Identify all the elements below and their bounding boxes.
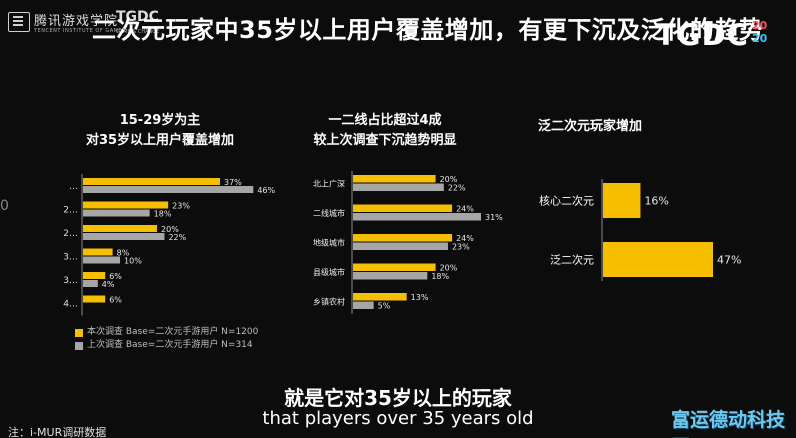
- chart-1-category-label: 二线城市: [313, 208, 345, 218]
- tgdc-small-logo-sub: GAME & CHANGE: [116, 29, 160, 35]
- legend-label-previous: 上次调查 Base=二次元手游用户 N=314: [87, 340, 253, 350]
- chart-1-bar: [353, 272, 428, 280]
- chart-0-value-label: 8%: [117, 248, 130, 257]
- age-panel-title: 15-29岁为主 对35岁以上用户覆盖增加: [60, 111, 260, 151]
- tgdc-brand: TGDC: [656, 18, 749, 52]
- chart-2-category-label: 泛二次元: [550, 252, 594, 266]
- chart-0-value-label: 6%: [109, 272, 122, 281]
- chart-0-bar: [83, 186, 254, 193]
- chart-0-bar: [83, 280, 98, 287]
- chart-0-bar: [83, 233, 165, 240]
- chart-2-value-label: 16%: [644, 194, 668, 207]
- chart-1-bar: [353, 242, 448, 250]
- chart-0-bar: [83, 209, 150, 217]
- logo-name: 腾讯游戏学院: [34, 14, 119, 29]
- chart-2-category-label: 核心二次元: [539, 193, 594, 207]
- legend-item-current: 本次调查 Base=二次元手游用户 N=1200: [75, 326, 258, 339]
- chart-1-value-label: 22%: [448, 184, 466, 193]
- chart-1-value-label: 5%: [378, 302, 391, 311]
- chart-1-category-label: 北上广深: [313, 178, 345, 188]
- chart-1-value-label: 20%: [440, 264, 458, 273]
- chart-1-bar: [353, 213, 481, 221]
- chart-1-value-label: 20%: [440, 175, 458, 184]
- chart-1-bar: [353, 301, 374, 309]
- chart-1-bar: [353, 175, 436, 183]
- chart-0-bar: [83, 272, 106, 279]
- slide-headline: 二次元玩家中35岁以上用户覆盖增加，有更下沉及泛化的趋势: [92, 16, 764, 44]
- chart-1-category-label: 地级城市: [313, 237, 345, 247]
- chart-1-category-label: 乡镇农村: [313, 296, 345, 306]
- edge-mark: 0: [0, 198, 9, 214]
- subtitle-english: that players over 35 years old: [262, 408, 534, 429]
- chart-0-bar: [83, 256, 121, 264]
- chart-0-value-label: 10%: [124, 256, 142, 265]
- chart-0-category-label: 3…: [63, 276, 78, 286]
- chart-2-bar: [603, 183, 641, 218]
- site-watermark: 富运德动科技网: [671, 409, 786, 438]
- chart-1-value-label: 31%: [485, 213, 503, 222]
- chart-0-bar: [83, 248, 113, 256]
- chart-1-bar: [353, 183, 444, 191]
- legend-label-current: 本次调查 Base=二次元手游用户 N=1200: [87, 327, 259, 337]
- legend-item-previous: 上次调查 Base=二次元手游用户 N=314: [75, 339, 258, 352]
- chart-1-value-label: 13%: [411, 293, 429, 302]
- chart-0-category-label: 4…: [63, 300, 78, 310]
- chart-0-category-label: …: [69, 182, 78, 192]
- acg-panel-title-line1: 泛二次元玩家增加: [537, 119, 642, 134]
- chart-0-bar: [83, 225, 158, 232]
- tencent-games-logo-icon: [8, 12, 30, 32]
- chart-0-value-label: 46%: [257, 186, 275, 195]
- chart-1-bar: [353, 293, 407, 301]
- tgdc-small-logo: TGDC: [116, 9, 159, 25]
- logo-english-name: TENCENT INSTITUTE OF GAMES: [34, 28, 126, 34]
- chart-0-value-label: 18%: [154, 209, 172, 218]
- acg-panel-title: 泛二次元玩家增加: [520, 117, 660, 137]
- legend-swatch-previous: [75, 341, 83, 350]
- age-panel-title-line1: 15-29岁为主: [119, 113, 201, 128]
- chart-0-value-label: 22%: [168, 233, 186, 242]
- chart-0-value-label: 4%: [102, 280, 115, 289]
- chart-0-bar: [83, 178, 220, 185]
- city-panel-title: 一二线占比超过4成 较上次调查下沉趋势明显: [290, 111, 480, 151]
- source-note: 注：i-MUR调研数据: [8, 426, 107, 438]
- city-panel-title-line2: 较上次调查下沉趋势明显: [313, 133, 457, 148]
- age-panel-title-line2: 对35岁以上用户覆盖增加: [85, 133, 235, 148]
- chart-1-category-label: 县级城市: [313, 267, 345, 277]
- chart-0-bar: [83, 295, 106, 303]
- chart-0-category-label: 3…: [63, 253, 78, 263]
- subtitle-chinese: 就是它对35岁以上的玩家: [284, 386, 512, 410]
- chart-2-value-label: 47%: [717, 253, 741, 266]
- tgdc-year-top: 20: [752, 19, 768, 32]
- chart-1-value-label: 24%: [456, 234, 474, 243]
- chart-0-value-label: 37%: [224, 178, 242, 187]
- chart-1-value-label: 18%: [431, 272, 449, 281]
- city-panel-title-line1: 一二线占比超过4成: [328, 113, 442, 128]
- chart-0-bar: [83, 201, 169, 209]
- chart-1-bar: [353, 204, 453, 212]
- legend-swatch-current: [75, 328, 83, 337]
- chart-legend: 本次调查 Base=二次元手游用户 N=1200 上次调查 Base=二次元手游…: [75, 326, 258, 352]
- tgdc-year-bottom: 20: [752, 32, 768, 45]
- chart-1-bar: [353, 234, 453, 242]
- chart-0-category-label: 2…: [63, 229, 78, 239]
- chart-0-value-label: 23%: [172, 201, 190, 210]
- chart-1-bar: [353, 263, 436, 271]
- chart-2-bar: [603, 242, 713, 277]
- chart-0-category-label: 2…: [63, 206, 78, 216]
- chart-0-value-label: 20%: [161, 225, 179, 234]
- chart-1-value-label: 23%: [452, 243, 470, 252]
- header: 腾讯游戏学院 TENCENT INSTITUTE OF GAMES TGDC G…: [0, 0, 796, 56]
- chart-0-value-label: 6%: [109, 295, 122, 304]
- chart-1-value-label: 24%: [456, 205, 474, 214]
